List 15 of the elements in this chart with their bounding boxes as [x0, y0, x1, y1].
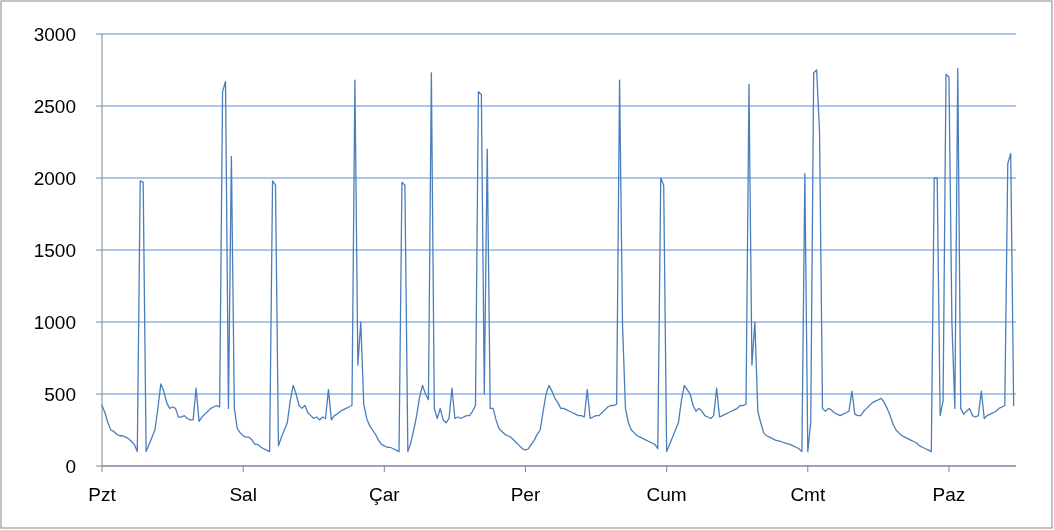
y-tick-label: 3000 [33, 23, 76, 45]
y-tick-label: 2500 [33, 95, 76, 117]
x-tick-label: Per [510, 484, 541, 505]
y-tick-label: 500 [44, 383, 76, 405]
y-tick-label: 1000 [33, 311, 76, 333]
y-tick-label: 0 [65, 455, 76, 477]
y-tick-label: 1500 [33, 239, 76, 261]
line-series [101, 67, 1015, 453]
x-tick-label: Çar [369, 484, 401, 505]
x-tick-label: Sal [229, 484, 257, 505]
x-tick-label: Cmt [790, 484, 826, 505]
x-tick-label: Paz [932, 484, 966, 505]
x-tick-label: Pzt [88, 484, 117, 505]
x-tick-label: Cum [646, 484, 687, 505]
y-tick-label: 2000 [33, 167, 76, 189]
